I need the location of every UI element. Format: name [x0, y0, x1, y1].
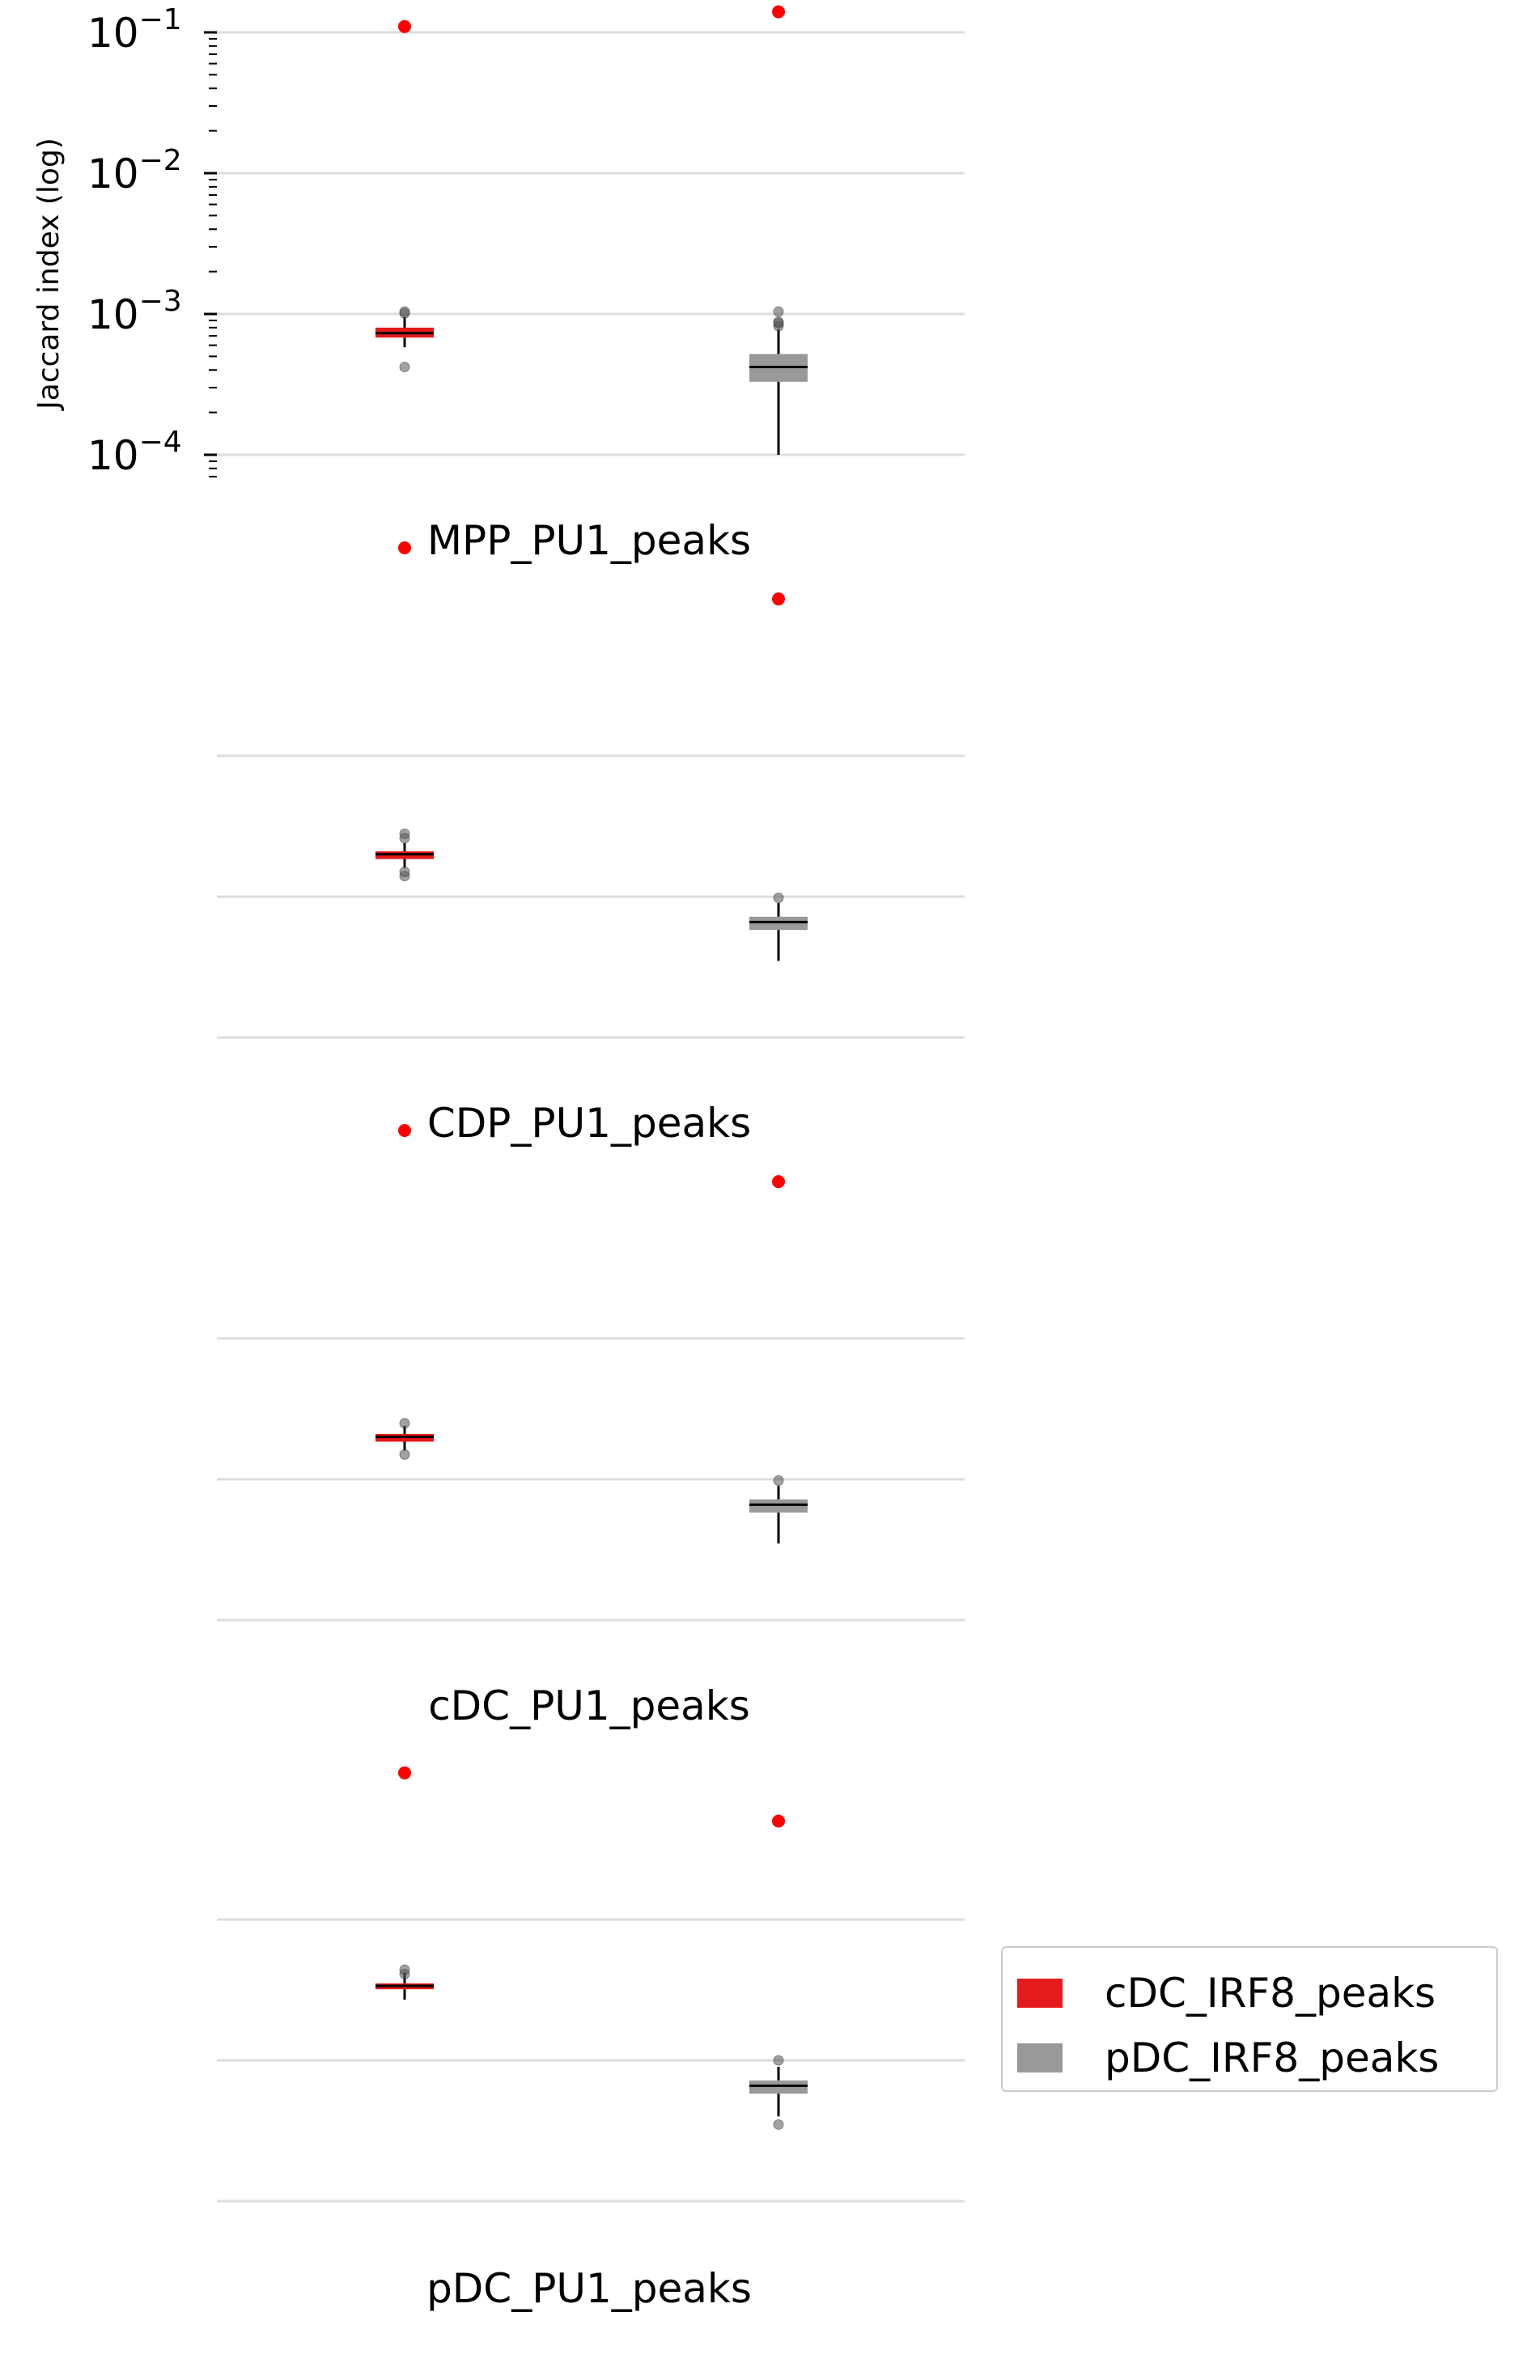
box-cdc-irf8-peaks	[375, 541, 434, 882]
box-pdc-irf8-peaks	[749, 592, 808, 961]
panel-label: CDP_PU1_peaks	[427, 1100, 751, 1147]
y-tick-label: 10−2	[87, 144, 182, 197]
box-cdc-irf8-peaks	[375, 1123, 434, 1460]
observed-point	[398, 541, 411, 554]
box-body	[749, 2080, 808, 2094]
legend-label-pdc-irf8: pDC_IRF8_peaks	[1105, 2034, 1440, 2081]
legend-item-pdc-irf8: pDC_IRF8_peaks	[1017, 2034, 1439, 2082]
panel-cdp-pu1-peaks: CDP_PU1_peaks	[217, 541, 965, 1147]
y-tick-label: 10−4	[87, 426, 182, 479]
box-pdc-irf8-peaks	[749, 5, 808, 455]
outlier-point	[773, 316, 784, 328]
box-pdc-irf8-peaks	[749, 1175, 808, 1544]
observed-point	[398, 1123, 411, 1137]
observed-point	[772, 5, 785, 19]
outlier-point	[773, 893, 784, 904]
box-cdc-irf8-peaks	[375, 19, 434, 373]
chart-legend: cDC_IRF8_peaks pDC_IRF8_peaks	[1001, 1946, 1498, 2092]
outlier-point	[773, 1475, 784, 1487]
outlier-point	[399, 828, 410, 839]
y-tick-base: 10	[87, 151, 139, 197]
observed-point	[772, 592, 785, 606]
observed-point	[772, 1814, 785, 1828]
y-tick-label: 10−1	[87, 3, 182, 57]
legend-item-cdc-irf8: cDC_IRF8_peaks	[1017, 1969, 1436, 2017]
y-tick-base: 10	[87, 291, 139, 338]
y-tick-exponent: −2	[139, 144, 182, 177]
outlier-point	[399, 362, 410, 373]
outlier-point	[773, 2119, 784, 2130]
outlier-point	[399, 306, 410, 317]
box-body	[749, 916, 808, 931]
y-tick-exponent: −3	[139, 285, 182, 318]
y-tick-base: 10	[87, 432, 139, 479]
legend-swatch-cdc-irf8	[1017, 1979, 1063, 2008]
box-body	[749, 1499, 808, 1513]
legend-label-cdc-irf8: cDC_IRF8_peaks	[1105, 1970, 1436, 2017]
box-pdc-irf8-peaks	[749, 1814, 808, 2130]
outlier-point	[399, 1964, 410, 1975]
outlier-point	[399, 1418, 410, 1429]
outlier-point	[399, 866, 410, 877]
panel-label: pDC_PU1_peaks	[426, 2265, 752, 2312]
y-tick-exponent: −1	[139, 3, 182, 36]
panel-cdc-pu1-peaks: cDC_PU1_peaks	[217, 1123, 965, 1729]
panel-label: cDC_PU1_peaks	[428, 1682, 750, 1729]
y-axis-label: Jaccard index (log)	[32, 138, 66, 411]
y-tick-base: 10	[87, 10, 139, 57]
y-tick-exponent: −4	[139, 426, 182, 459]
box-cdc-irf8-peaks	[375, 1766, 434, 2000]
outlier-point	[773, 306, 784, 317]
outlier-point	[773, 2055, 784, 2066]
legend-swatch-pdc-irf8	[1017, 2043, 1063, 2072]
outlier-point	[399, 1449, 410, 1460]
observed-point	[398, 1766, 411, 1780]
panel-pdc-pu1-peaks: pDC_PU1_peaks	[217, 1766, 965, 2312]
y-tick-label: 10−3	[87, 285, 182, 338]
observed-point	[772, 1175, 785, 1189]
observed-point	[398, 19, 411, 33]
panel-label: MPP_PU1_peaks	[427, 517, 751, 564]
